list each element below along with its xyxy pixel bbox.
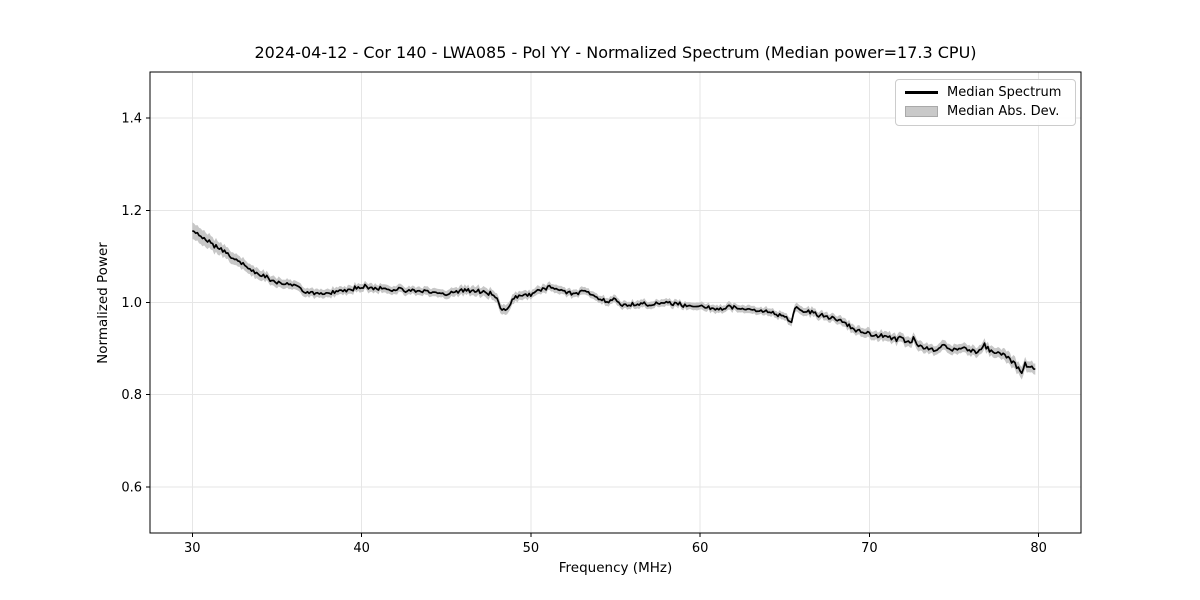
x-tick-label: 60 (692, 541, 709, 556)
x-tick-label: 80 (1030, 541, 1047, 556)
legend-entry-median-abs-dev: Median Abs. Dev. (905, 104, 1066, 119)
chart-title: 2024-04-12 - Cor 140 - LWA085 - Pol YY -… (254, 43, 977, 62)
median-abs-dev-band (192, 222, 1036, 380)
y-tick-label: 0.8 (121, 388, 142, 403)
x-tick-label: 50 (523, 541, 540, 556)
legend: Median Spectrum Median Abs. Dev. (895, 79, 1076, 126)
x-axis-label: Frequency (MHz) (558, 560, 673, 576)
legend-label: Median Spectrum (947, 85, 1062, 100)
line-swatch-icon (905, 91, 938, 94)
y-tick-label: 0.6 (121, 480, 142, 495)
patch-swatch-icon (905, 106, 938, 117)
y-tick-label: 1.0 (121, 296, 142, 311)
legend-entry-median-spectrum: Median Spectrum (905, 85, 1066, 100)
legend-label: Median Abs. Dev. (947, 104, 1060, 119)
x-tick-label: 70 (861, 541, 878, 556)
x-tick-label: 40 (353, 541, 370, 556)
y-tick-label: 1.2 (121, 204, 142, 219)
y-tick-label: 1.4 (121, 112, 142, 127)
x-tick-label: 30 (184, 541, 201, 556)
y-axis-label: Normalized Power (95, 242, 111, 364)
median-spectrum-line (191, 229, 1036, 375)
